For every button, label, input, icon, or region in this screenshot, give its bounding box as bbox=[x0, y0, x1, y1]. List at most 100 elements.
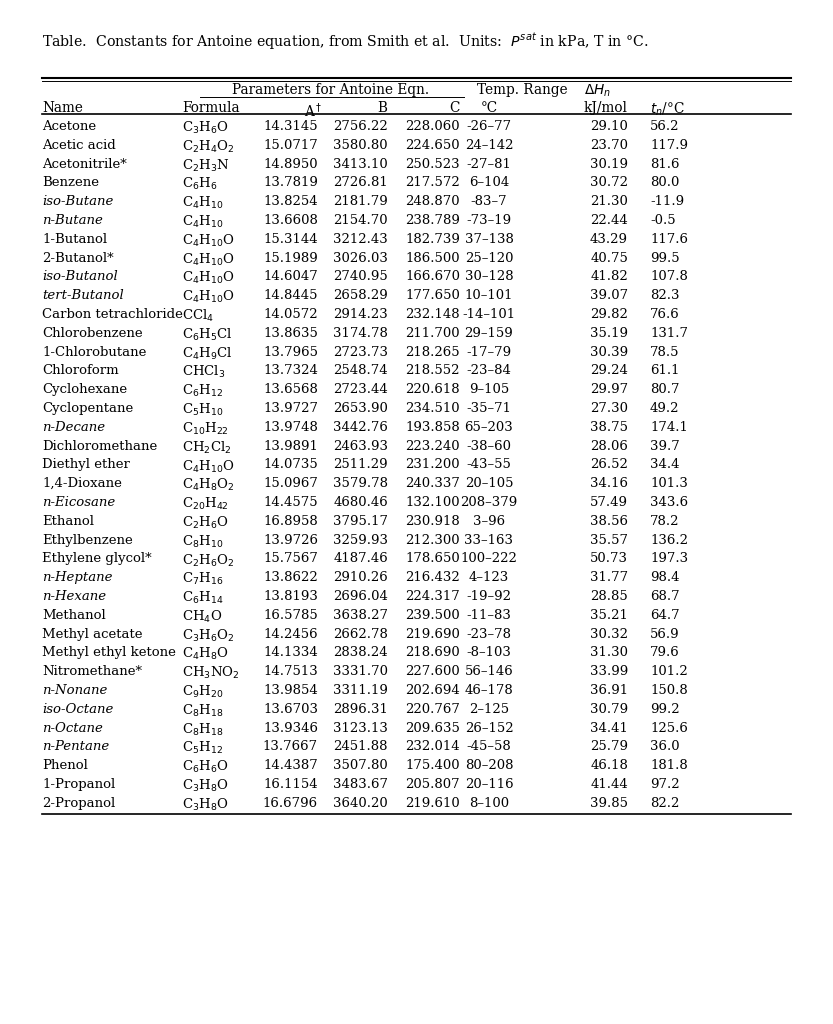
Text: 14.8445: 14.8445 bbox=[263, 289, 318, 302]
Text: 16.8958: 16.8958 bbox=[263, 515, 318, 527]
Text: C$_3$H$_8$O: C$_3$H$_8$O bbox=[182, 778, 228, 794]
Text: -23–78: -23–78 bbox=[466, 628, 511, 641]
Text: 13.7965: 13.7965 bbox=[263, 346, 318, 358]
Text: 13.9854: 13.9854 bbox=[263, 684, 318, 697]
Text: C$_5$H$_{12}$: C$_5$H$_{12}$ bbox=[182, 740, 223, 757]
Text: 208–379: 208–379 bbox=[461, 496, 517, 509]
Text: 174.1: 174.1 bbox=[650, 421, 688, 434]
Text: 2463.93: 2463.93 bbox=[333, 439, 388, 453]
Text: kJ/mol: kJ/mol bbox=[584, 101, 628, 115]
Text: 227.600: 227.600 bbox=[405, 666, 460, 678]
Text: 80–208: 80–208 bbox=[465, 759, 513, 772]
Text: 224.650: 224.650 bbox=[406, 139, 460, 152]
Text: 50.73: 50.73 bbox=[590, 552, 628, 565]
Text: 209.635: 209.635 bbox=[405, 722, 460, 734]
Text: 29.10: 29.10 bbox=[590, 120, 628, 133]
Text: 240.337: 240.337 bbox=[405, 477, 460, 490]
Text: C$_4$H$_{10}$O: C$_4$H$_{10}$O bbox=[182, 459, 234, 474]
Text: n-Pentane: n-Pentane bbox=[42, 740, 109, 754]
Text: 16.6796: 16.6796 bbox=[263, 797, 318, 810]
Text: 3579.78: 3579.78 bbox=[333, 477, 388, 490]
Text: 150.8: 150.8 bbox=[650, 684, 688, 697]
Text: CHCl$_3$: CHCl$_3$ bbox=[182, 365, 225, 381]
Text: 3640.20: 3640.20 bbox=[333, 797, 388, 810]
Text: C$_7$H$_{16}$: C$_7$H$_{16}$ bbox=[182, 571, 223, 588]
Text: C$_8$H$_{10}$: C$_8$H$_{10}$ bbox=[182, 534, 223, 550]
Text: C$_5$H$_{10}$: C$_5$H$_{10}$ bbox=[182, 402, 223, 418]
Text: 2756.22: 2756.22 bbox=[333, 120, 388, 133]
Text: 3413.10: 3413.10 bbox=[333, 158, 388, 171]
Text: Acetone: Acetone bbox=[42, 120, 96, 133]
Text: 57.49: 57.49 bbox=[590, 496, 628, 509]
Text: 3311.19: 3311.19 bbox=[333, 684, 388, 697]
Text: 212.300: 212.300 bbox=[406, 534, 460, 547]
Text: 186.500: 186.500 bbox=[406, 252, 460, 264]
Text: 239.500: 239.500 bbox=[405, 609, 460, 622]
Text: Methanol: Methanol bbox=[42, 609, 106, 622]
Text: Methyl ethyl ketone: Methyl ethyl ketone bbox=[42, 646, 176, 659]
Text: 216.432: 216.432 bbox=[405, 571, 460, 585]
Text: 107.8: 107.8 bbox=[650, 270, 688, 284]
Text: 99.2: 99.2 bbox=[650, 702, 680, 716]
Text: 56–146: 56–146 bbox=[465, 666, 513, 678]
Text: 14.4575: 14.4575 bbox=[263, 496, 318, 509]
Text: 24–142: 24–142 bbox=[465, 139, 513, 152]
Text: 3331.70: 3331.70 bbox=[333, 666, 388, 678]
Text: 1,4-Dioxane: 1,4-Dioxane bbox=[42, 477, 122, 490]
Text: 78.2: 78.2 bbox=[650, 515, 680, 527]
Text: -73–19: -73–19 bbox=[466, 214, 511, 227]
Text: 40.75: 40.75 bbox=[590, 252, 628, 264]
Text: 49.2: 49.2 bbox=[650, 402, 680, 415]
Text: 9–105: 9–105 bbox=[469, 383, 509, 396]
Text: 230.918: 230.918 bbox=[405, 515, 460, 527]
Text: 78.5: 78.5 bbox=[650, 346, 680, 358]
Text: 13.9891: 13.9891 bbox=[263, 439, 318, 453]
Text: Phenol: Phenol bbox=[42, 759, 87, 772]
Text: 65–203: 65–203 bbox=[465, 421, 513, 434]
Text: 33.99: 33.99 bbox=[590, 666, 628, 678]
Text: 1-Propanol: 1-Propanol bbox=[42, 778, 115, 791]
Text: 2726.81: 2726.81 bbox=[333, 176, 388, 189]
Text: 166.670: 166.670 bbox=[405, 270, 460, 284]
Text: 14.6047: 14.6047 bbox=[263, 270, 318, 284]
Text: C$_6$H$_6$: C$_6$H$_6$ bbox=[182, 176, 217, 193]
Text: 29.24: 29.24 bbox=[590, 365, 628, 378]
Text: C$_2$H$_3$N: C$_2$H$_3$N bbox=[182, 158, 229, 174]
Text: C$_2$H$_6$O$_2$: C$_2$H$_6$O$_2$ bbox=[182, 552, 234, 568]
Text: 2548.74: 2548.74 bbox=[333, 365, 388, 378]
Text: 223.240: 223.240 bbox=[406, 439, 460, 453]
Text: C$_6$H$_{12}$: C$_6$H$_{12}$ bbox=[182, 383, 223, 399]
Text: 15.3144: 15.3144 bbox=[263, 232, 318, 246]
Text: Dichloromethane: Dichloromethane bbox=[42, 439, 157, 453]
Text: Cyclopentane: Cyclopentane bbox=[42, 402, 133, 415]
Text: 82.3: 82.3 bbox=[650, 289, 680, 302]
Text: 2740.95: 2740.95 bbox=[333, 270, 388, 284]
Text: 28.06: 28.06 bbox=[590, 439, 628, 453]
Text: 117.6: 117.6 bbox=[650, 232, 688, 246]
Text: 99.5: 99.5 bbox=[650, 252, 680, 264]
Text: 20–105: 20–105 bbox=[465, 477, 513, 490]
Text: 8–100: 8–100 bbox=[469, 797, 509, 810]
Text: C$_6$H$_{14}$: C$_6$H$_{14}$ bbox=[182, 590, 223, 606]
Text: 38.56: 38.56 bbox=[590, 515, 628, 527]
Text: Acetic acid: Acetic acid bbox=[42, 139, 116, 152]
Text: 218.690: 218.690 bbox=[405, 646, 460, 659]
Text: 193.858: 193.858 bbox=[405, 421, 460, 434]
Text: 43.29: 43.29 bbox=[590, 232, 628, 246]
Text: 13.7324: 13.7324 bbox=[263, 365, 318, 378]
Text: 234.510: 234.510 bbox=[406, 402, 460, 415]
Text: 35.21: 35.21 bbox=[590, 609, 628, 622]
Text: C$_{10}$H$_{22}$: C$_{10}$H$_{22}$ bbox=[182, 421, 229, 437]
Text: CH$_3$NO$_2$: CH$_3$NO$_2$ bbox=[182, 666, 240, 681]
Text: 14.7513: 14.7513 bbox=[263, 666, 318, 678]
Text: 15.0967: 15.0967 bbox=[263, 477, 318, 490]
Text: Nitromethane*: Nitromethane* bbox=[42, 666, 142, 678]
Text: 36.91: 36.91 bbox=[590, 684, 628, 697]
Text: 2-Butanol*: 2-Butanol* bbox=[42, 252, 113, 264]
Text: CCl$_4$: CCl$_4$ bbox=[182, 308, 214, 325]
Text: 205.807: 205.807 bbox=[406, 778, 460, 791]
Text: 30.72: 30.72 bbox=[590, 176, 628, 189]
Text: 61.1: 61.1 bbox=[650, 365, 680, 378]
Text: 15.0717: 15.0717 bbox=[263, 139, 318, 152]
Text: 23.70: 23.70 bbox=[590, 139, 628, 152]
